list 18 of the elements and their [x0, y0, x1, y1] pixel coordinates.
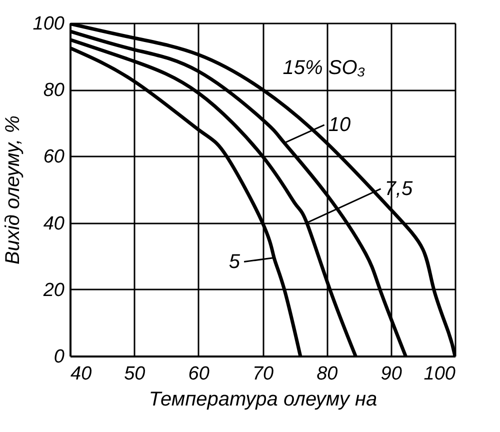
x-tick-label: 90: [380, 364, 402, 384]
y-tick-label: 0: [54, 346, 65, 368]
x-tick-label: 40: [70, 364, 92, 384]
x-axis-title: Температура олеуму на: [148, 388, 378, 410]
y-tick-label: 40: [43, 213, 65, 234]
x-tick-label: 100: [424, 364, 456, 384]
x-tick-label: 80: [316, 364, 338, 384]
x-tick-label: 60: [188, 364, 210, 384]
y-tick-label: 100: [32, 14, 65, 34]
annotation: 10: [328, 114, 351, 136]
annotation: 15% SO₃: [282, 57, 366, 79]
x-tick-label: 70: [252, 364, 274, 384]
y-tick-label: 80: [43, 80, 65, 102]
y-tick-label: 60: [43, 146, 65, 168]
x-tick-label: 50: [124, 364, 146, 384]
y-tick-label: 20: [42, 280, 65, 301]
annotation: 5: [228, 250, 241, 273]
y-axis-title: Вихід олеуму, %: [2, 116, 24, 264]
